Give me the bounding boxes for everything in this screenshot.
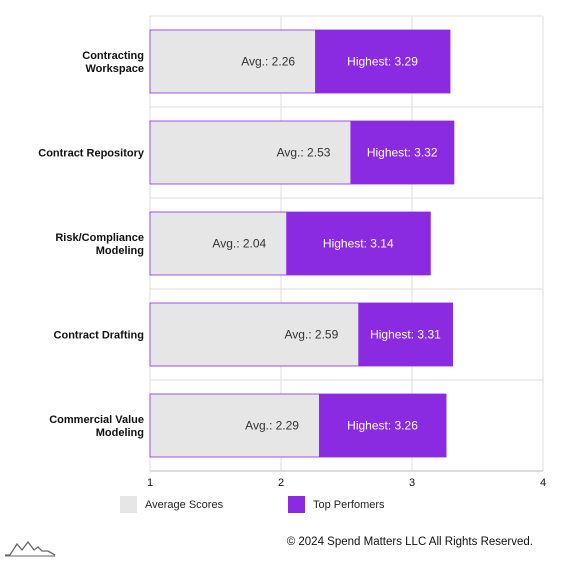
data-label-average-4: Avg.: 2.29 — [245, 419, 299, 433]
bar-top-4 — [318, 394, 447, 457]
legend-label-average: Average Scores — [145, 498, 224, 511]
bar-average-1 — [150, 121, 351, 184]
x-tick-label-1: 2 — [278, 477, 284, 489]
data-label-top-0: Highest: 3.29 — [347, 55, 418, 69]
bar-average-3 — [150, 303, 359, 366]
legend-swatch-top — [288, 496, 305, 513]
category-label-1: Contract Repository — [38, 148, 145, 160]
bar-outline-0 — [149, 29, 451, 94]
bar-top-2 — [286, 212, 431, 275]
data-label-average-2: Avg.: 2.04 — [212, 237, 266, 251]
data-label-average-0: Avg.: 2.26 — [241, 55, 295, 69]
category-label-2: Risk/Compliance Modeling — [55, 232, 144, 257]
data-label-average-3: Avg.: 2.59 — [284, 328, 338, 342]
bar-outline-2 — [149, 211, 431, 276]
data-label-top-3: Highest: 3.31 — [370, 328, 441, 342]
bar-average-0 — [150, 30, 316, 93]
legend-swatch-average — [120, 496, 137, 513]
category-label-3: Contract Drafting — [54, 330, 144, 342]
data-label-top-1: Highest: 3.32 — [367, 146, 438, 160]
bar-average-2 — [150, 212, 287, 275]
data-label-average-1: Avg.: 2.53 — [277, 146, 331, 160]
data-label-top-2: Highest: 3.14 — [323, 237, 394, 251]
legend-label-top: Top Perfomers — [313, 498, 385, 511]
bar-top-0 — [315, 30, 450, 93]
legend-top: Top Perfomers — [288, 496, 385, 513]
category-label-0: Contracting Workspace — [82, 50, 144, 75]
legend-average: Average Scores — [120, 496, 223, 513]
copyright-text: © 2024 Spend Matters LLC All Rights Rese… — [286, 536, 533, 548]
x-tick-label-2: 3 — [409, 477, 415, 489]
data-label-top-4: Highest: 3.26 — [347, 419, 418, 433]
bar-outline-1 — [149, 120, 455, 185]
bar-average-4 — [150, 394, 319, 457]
bar-outline-4 — [149, 393, 447, 458]
category-label-4: Commercial Value Modeling — [49, 414, 144, 439]
spend-matters-logo-icon — [5, 540, 56, 557]
bar-top-3 — [358, 303, 453, 366]
bar-outline-3 — [149, 302, 454, 367]
x-tick-label-3: 4 — [540, 477, 546, 489]
x-tick-label-0: 1 — [147, 477, 153, 489]
bar-chart: 1 2 3 4 Avg.: 2.26 Highest: 3.29 Contracting Wo… — [38, 15, 546, 489]
bar-top-1 — [350, 121, 454, 184]
